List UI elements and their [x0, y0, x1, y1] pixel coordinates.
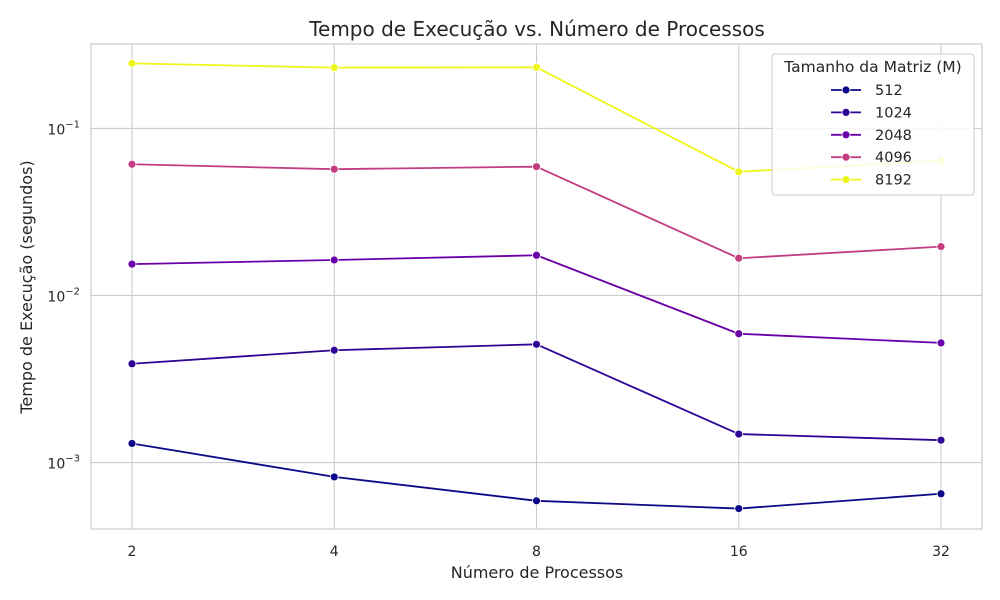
x-tick-label: 32 — [932, 544, 950, 560]
data-point-1024 — [329, 345, 339, 355]
data-point-512 — [734, 504, 744, 513]
legend-swatch-marker — [841, 85, 851, 95]
data-point-512 — [329, 472, 339, 482]
x-tick-label: 2 — [128, 544, 137, 560]
y-tick-label: 10−1 — [47, 119, 80, 138]
data-point-8192 — [329, 63, 339, 73]
y-tick-label: 10−3 — [47, 454, 80, 473]
data-point-2048 — [734, 329, 744, 339]
data-point-2048 — [329, 255, 339, 265]
legend-label: 4096 — [875, 150, 912, 166]
x-tick-label: 16 — [730, 544, 748, 560]
data-point-512 — [532, 496, 541, 506]
data-point-1024 — [734, 429, 744, 439]
data-point-4096 — [127, 159, 137, 169]
legend-box — [771, 53, 975, 196]
data-point-4096 — [532, 162, 541, 172]
data-point-8192 — [127, 58, 137, 68]
data-point-4096 — [936, 242, 946, 252]
legend-swatch-marker — [841, 130, 851, 140]
legend-title: Tamanho da Matriz (M) — [783, 58, 961, 76]
y-tick-label: 10−2 — [47, 286, 80, 305]
data-point-8192 — [734, 167, 744, 177]
legend-label: 8192 — [875, 173, 912, 189]
data-point-1024 — [127, 359, 137, 369]
legend-label: 512 — [875, 83, 903, 99]
chart-title: Tempo de Execução vs. Número de Processo… — [308, 17, 765, 41]
x-axis-label: Número de Processos — [451, 563, 624, 582]
legend-label: 2048 — [875, 128, 912, 144]
y-axis-ticks: 10−3 10−2 10−1 — [47, 119, 80, 472]
data-point-512 — [127, 439, 137, 448]
legend-label: 1024 — [875, 105, 912, 121]
legend-swatch-marker — [841, 175, 851, 185]
data-point-4096 — [329, 164, 339, 174]
x-axis-ticks: 2 4 8 16 32 — [128, 544, 950, 560]
data-point-4096 — [734, 253, 744, 263]
data-point-8192 — [532, 62, 541, 72]
data-point-512 — [936, 489, 946, 499]
data-point-2048 — [936, 338, 946, 348]
y-axis-label: Tempo de Execução (segundos) — [17, 160, 36, 414]
data-point-1024 — [532, 339, 541, 349]
legend-swatch-marker — [841, 152, 851, 162]
data-point-2048 — [532, 250, 541, 260]
data-point-2048 — [127, 259, 137, 269]
x-tick-label: 4 — [330, 544, 339, 560]
legend: Tamanho da Matriz (M) 512 1024 2048 4096 819… — [771, 53, 975, 196]
x-tick-label: 8 — [532, 544, 541, 560]
legend-swatch-marker — [841, 108, 851, 117]
data-point-1024 — [936, 435, 946, 445]
